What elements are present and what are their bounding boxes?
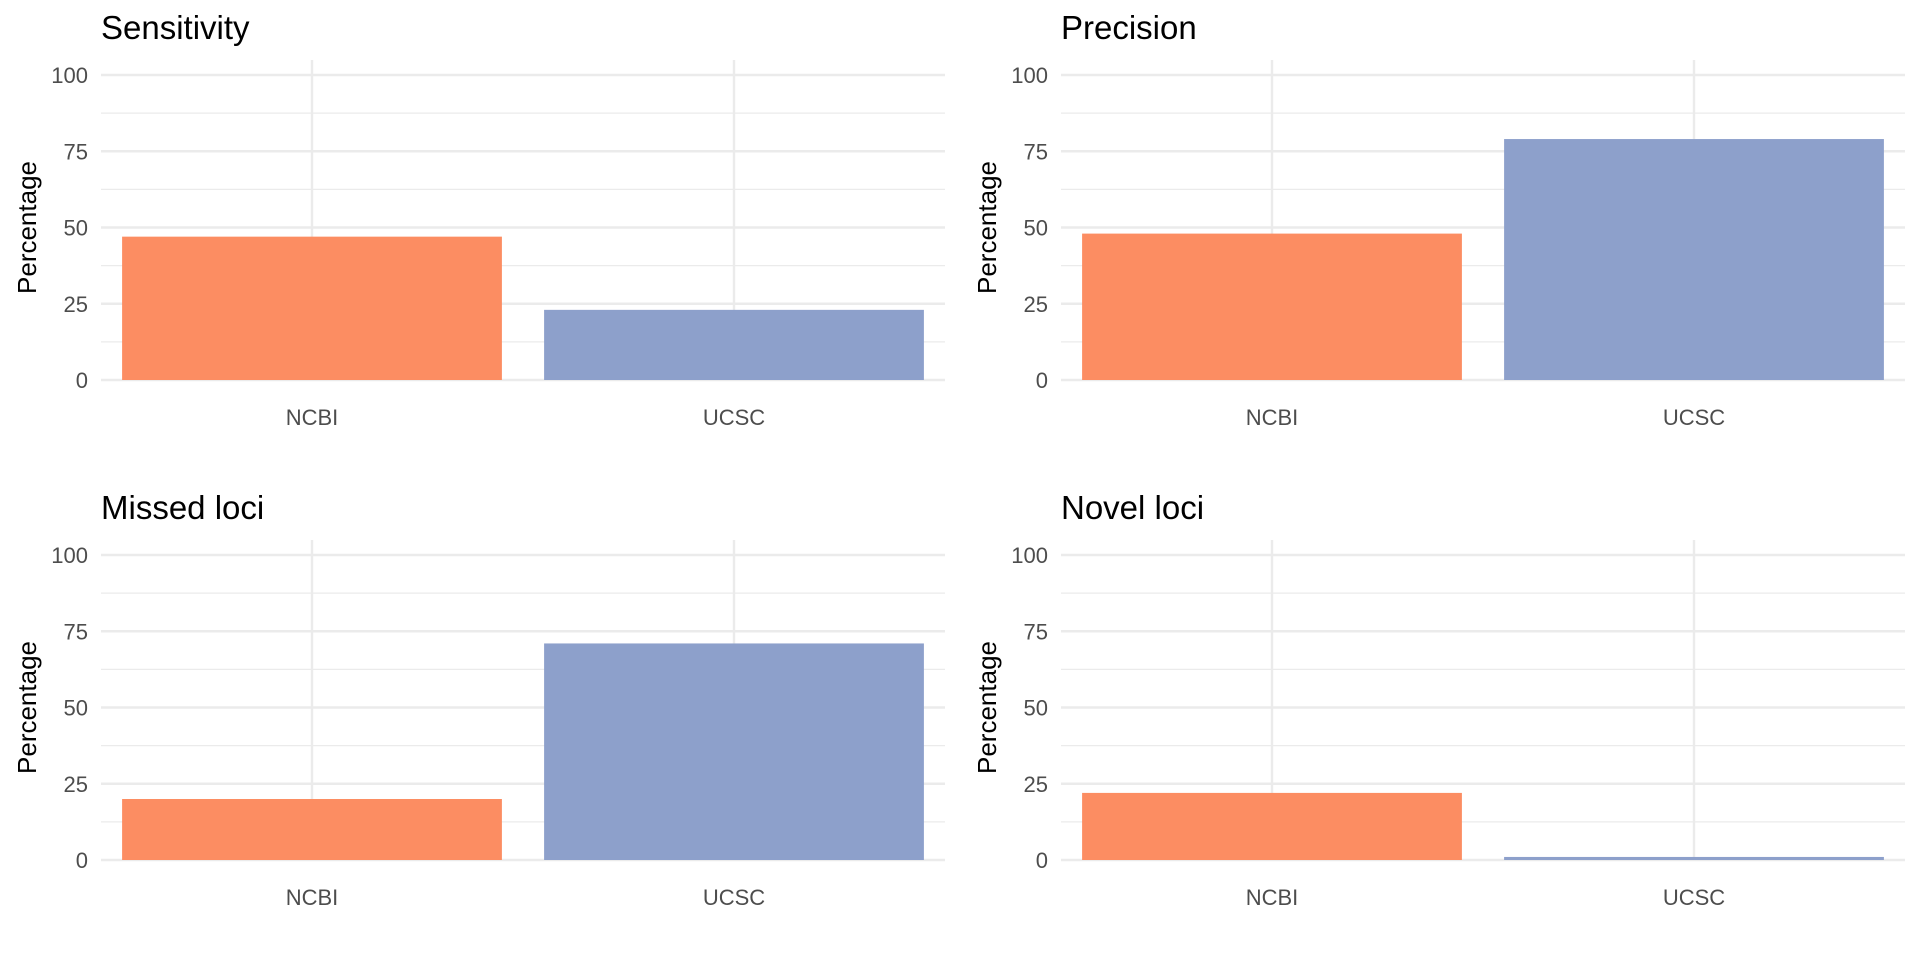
panel-title: Missed loci — [101, 489, 264, 526]
y-tick-label: 75 — [1024, 139, 1048, 164]
bar-ucsc — [544, 309, 924, 380]
y-tick-label: 100 — [1011, 543, 1048, 568]
y-tick-label: 0 — [1036, 368, 1048, 393]
x-tick-label: NCBI — [1246, 405, 1299, 430]
y-tick-label: 0 — [76, 848, 88, 873]
y-tick-label: 25 — [1024, 772, 1048, 797]
x-tick-label: UCSC — [1663, 885, 1725, 910]
panel-title: Novel loci — [1061, 489, 1204, 526]
y-tick-label: 75 — [1024, 619, 1048, 644]
y-tick-label: 75 — [64, 619, 88, 644]
x-tick-label: UCSC — [703, 885, 765, 910]
x-tick-label: NCBI — [286, 885, 339, 910]
y-axis-title: Percentage — [12, 161, 42, 294]
x-tick-label: NCBI — [286, 405, 339, 430]
y-tick-label: 0 — [1036, 848, 1048, 873]
y-tick-label: 25 — [64, 772, 88, 797]
y-tick-label: 100 — [1011, 63, 1048, 88]
y-axis-title: Percentage — [972, 641, 1002, 774]
y-tick-label: 75 — [64, 139, 88, 164]
x-tick-label: UCSC — [703, 405, 765, 430]
bar-ncbi — [122, 236, 502, 380]
panel-title: Sensitivity — [101, 9, 250, 46]
panel-missed-loci: 0 25 50 75 100 NCBI UCSC Percentage Missed loci — [12, 489, 945, 910]
panel-title: Precision — [1061, 9, 1197, 46]
x-tick-label: NCBI — [1246, 885, 1299, 910]
y-tick-label: 50 — [64, 216, 88, 241]
bar-ucsc — [1504, 856, 1884, 860]
y-tick-label: 0 — [76, 368, 88, 393]
bar-ncbi — [1082, 792, 1462, 860]
y-axis-title: Percentage — [972, 161, 1002, 294]
y-tick-label: 50 — [1024, 216, 1048, 241]
y-axis-title: Percentage — [12, 641, 42, 774]
panel-sensitivity: 0 25 50 75 100 NCBI UCSC Percentage Sensitivity — [12, 9, 945, 430]
panel-precision: 0 25 50 75 100 NCBI UCSC Percentage Precision — [972, 9, 1905, 430]
y-tick-label: 25 — [1024, 292, 1048, 317]
bar-ncbi — [122, 799, 502, 860]
bar-ucsc — [1504, 139, 1884, 380]
y-tick-label: 50 — [1024, 696, 1048, 721]
y-tick-label: 50 — [64, 696, 88, 721]
x-tick-label: UCSC — [1663, 405, 1725, 430]
bar-ncbi — [1082, 233, 1462, 380]
panel-novel-loci: 0 25 50 75 100 NCBI UCSC Percentage Novel loci — [972, 489, 1905, 910]
y-tick-label: 100 — [51, 543, 88, 568]
bar-ucsc — [544, 643, 924, 860]
y-tick-label: 25 — [64, 292, 88, 317]
y-tick-label: 100 — [51, 63, 88, 88]
